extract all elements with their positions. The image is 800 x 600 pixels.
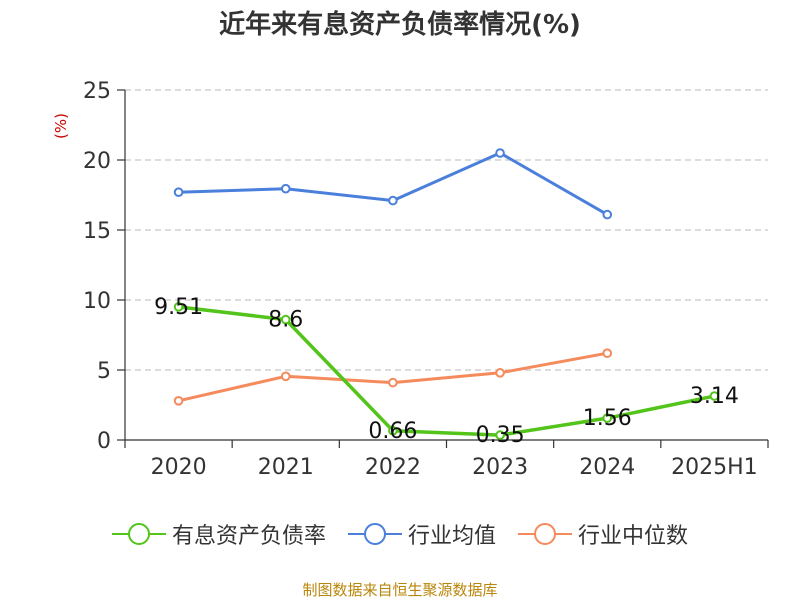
x-tick-label: 2024	[579, 455, 635, 480]
y-tick-label: 25	[83, 79, 111, 104]
data-point[interactable]	[495, 368, 505, 378]
legend-label: 有息资产负债率	[171, 524, 326, 549]
x-tick-label: 2021	[258, 455, 314, 480]
y-tick-label: 5	[97, 359, 111, 384]
y-tick-label: 15	[83, 219, 111, 244]
series-lines	[173, 148, 720, 440]
series-line	[178, 305, 715, 437]
chart-title: 近年来有息资产负债率情况(%)	[219, 10, 581, 40]
data-point[interactable]	[495, 148, 505, 158]
data-point[interactable]	[495, 430, 505, 440]
legend-label: 行业均值	[407, 524, 496, 549]
data-point[interactable]	[602, 348, 613, 359]
data-point[interactable]	[388, 195, 398, 206]
data-point[interactable]	[173, 302, 184, 312]
data-labels: 9.51 8.6 0.66 0.35 1.56 3.14	[154, 295, 739, 448]
axes: 0 5 10 15 20 25 2020 2021 2022 2023 2024 2025H1	[83, 79, 769, 480]
x-tick-label: 2023	[472, 455, 528, 480]
legend-line-circle-icon	[518, 523, 572, 545]
grid-lines	[125, 89, 768, 371]
data-label: 0.35	[476, 423, 525, 448]
series-line	[178, 351, 608, 403]
legend-item-debt-ratio[interactable]: 有息资产负债率	[111, 518, 326, 550]
legend-line-circle-icon	[111, 523, 166, 545]
legend: 有息资产负债率 行业均值 行业中位数	[0, 518, 800, 550]
y-tick-label: 10	[83, 289, 111, 314]
data-label: 0.66	[368, 419, 417, 444]
data-point[interactable]	[173, 396, 184, 406]
y-tick-label: 20	[83, 149, 111, 174]
x-tick-label: 2022	[365, 455, 421, 480]
x-tick-label: 2020	[151, 455, 207, 480]
data-point[interactable]	[388, 425, 398, 436]
x-tick-label: 2025H1	[671, 455, 758, 480]
data-label: 3.14	[690, 384, 739, 409]
source-note: 制图数据来自恒生聚源数据库	[302, 581, 498, 599]
legend-line-circle-icon	[347, 523, 402, 545]
data-point[interactable]	[173, 187, 184, 197]
data-point[interactable]	[280, 314, 291, 325]
data-point[interactable]	[280, 183, 291, 194]
legend-label: 行业中位数	[578, 524, 689, 549]
data-label: 9.51	[154, 295, 203, 320]
data-point[interactable]	[280, 371, 291, 382]
y-tick-label: 0	[97, 429, 111, 454]
y-axis-label: (%)	[52, 113, 70, 139]
data-point[interactable]	[709, 391, 720, 401]
data-point[interactable]	[602, 413, 613, 423]
data-point[interactable]	[602, 209, 613, 220]
data-point[interactable]	[388, 377, 398, 388]
data-label: 1.56	[583, 406, 632, 431]
data-label: 8.6	[268, 308, 303, 333]
legend-item-industry-mean[interactable]: 行业均值	[347, 518, 496, 550]
legend-item-industry-median[interactable]: 行业中位数	[518, 518, 688, 550]
